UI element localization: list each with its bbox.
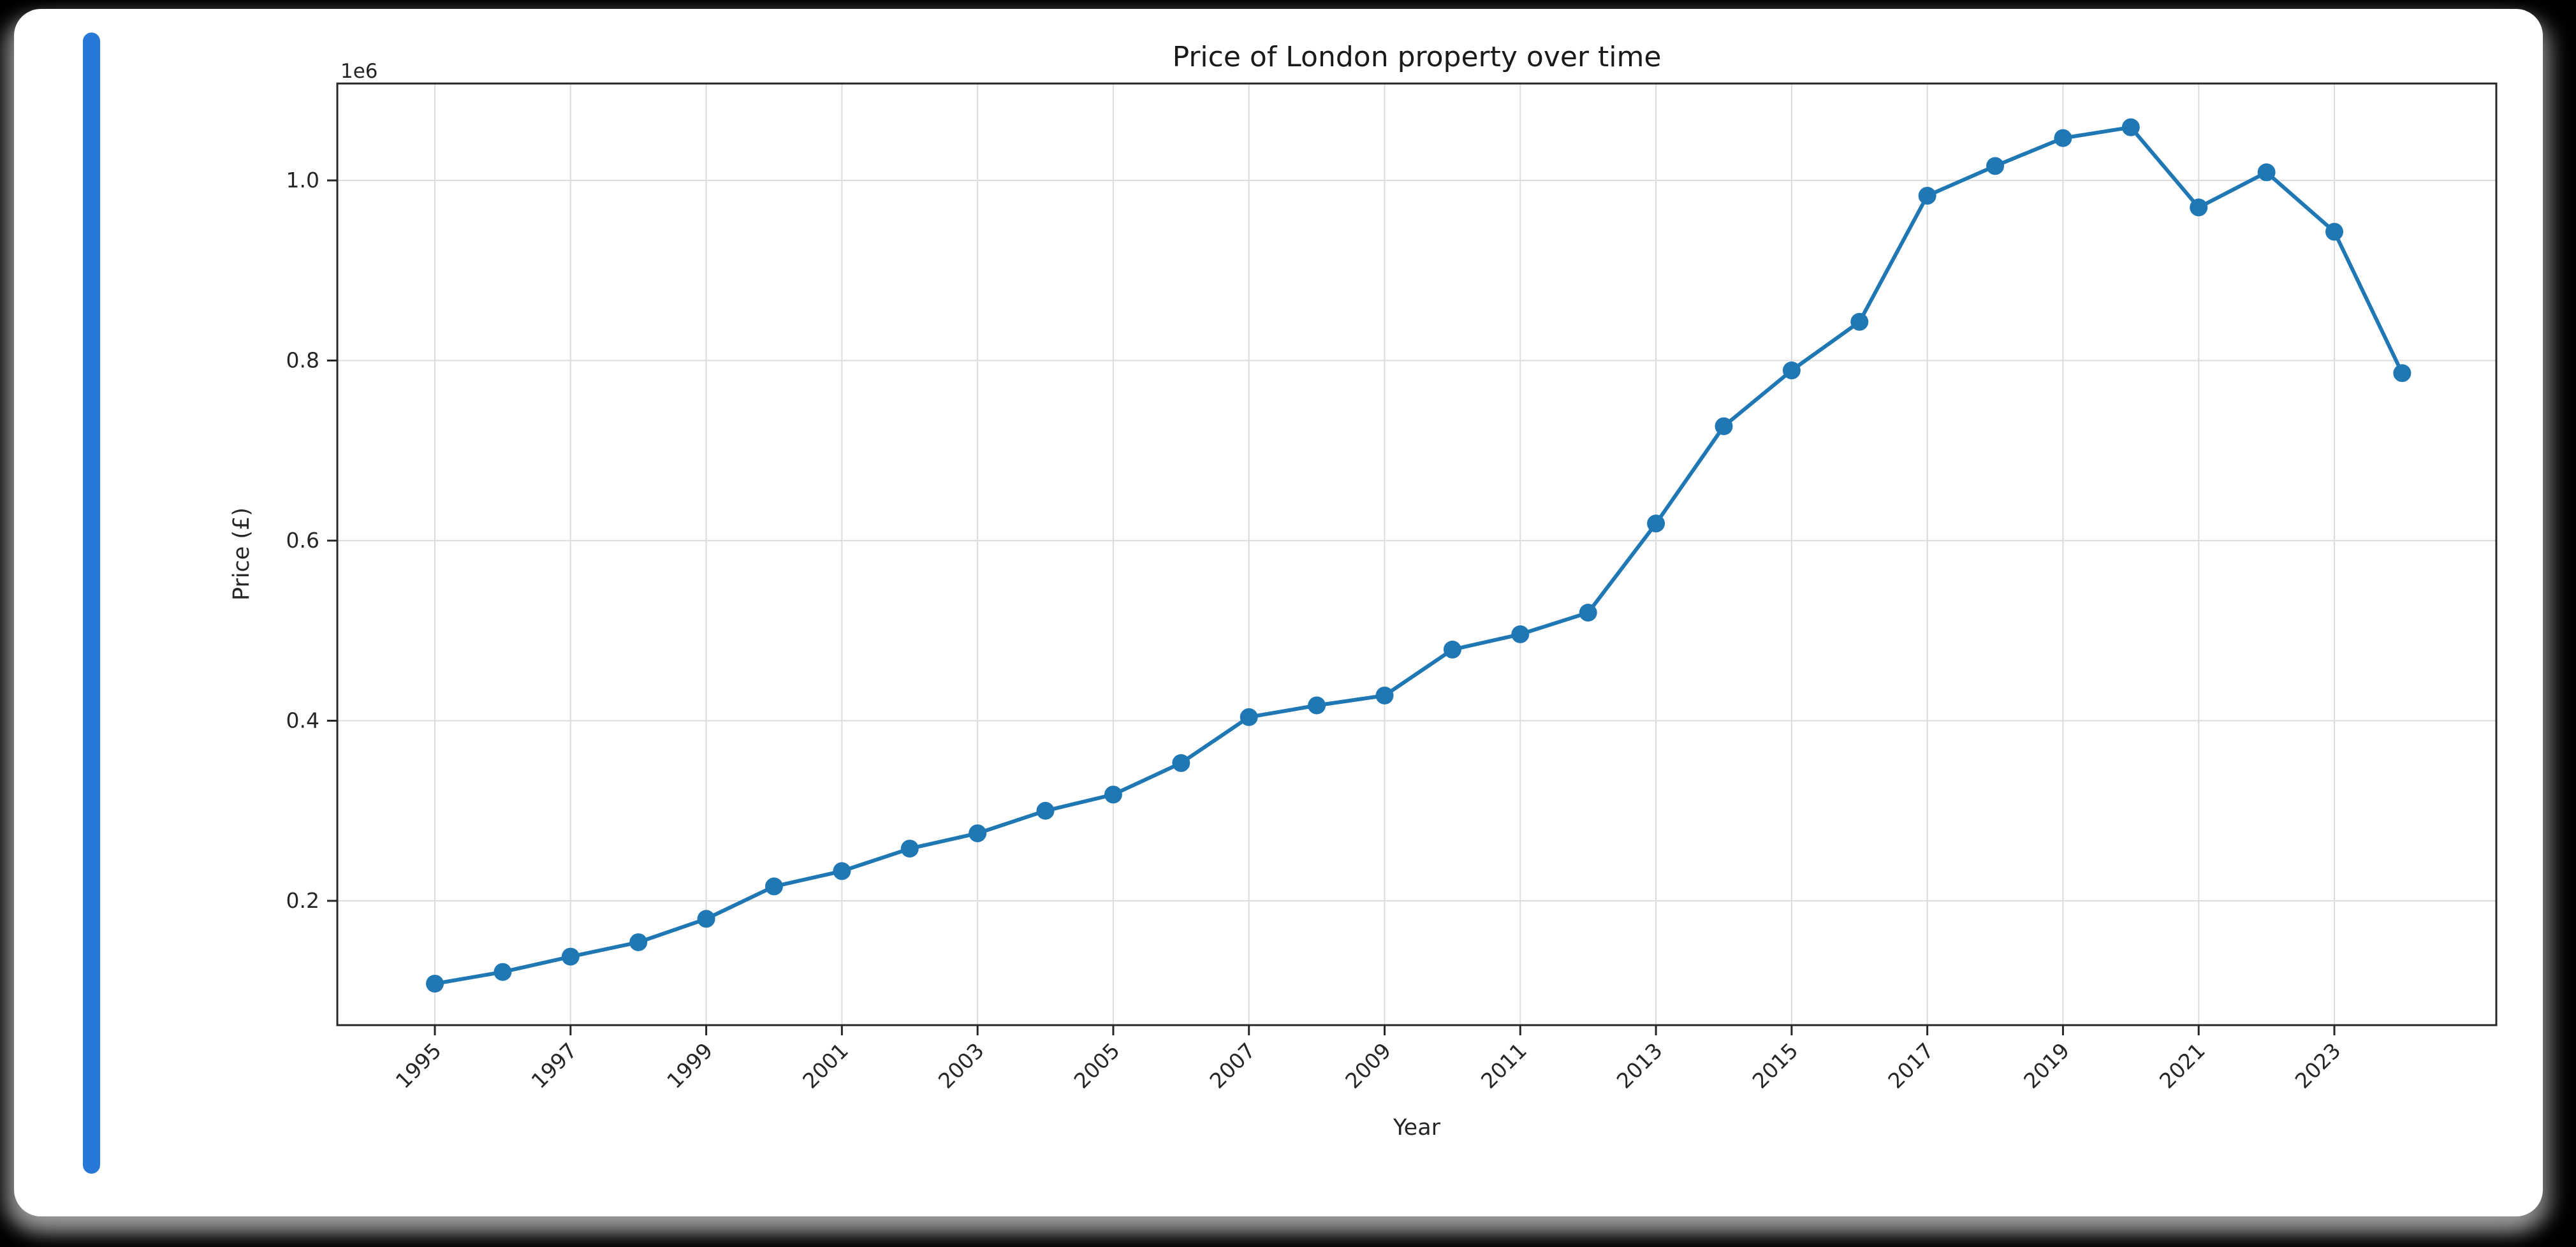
data-point-marker bbox=[969, 824, 987, 843]
data-series bbox=[426, 118, 2411, 993]
data-point-marker bbox=[765, 877, 783, 896]
data-point-marker bbox=[2393, 364, 2411, 383]
x-tick-label: 1997 bbox=[526, 1038, 582, 1093]
x-tick-label: 2009 bbox=[1340, 1038, 1396, 1093]
x-tick-label: 2019 bbox=[2019, 1038, 2074, 1093]
left-scrollbar-thumb[interactable] bbox=[83, 33, 100, 1174]
data-point-marker bbox=[1308, 696, 1326, 715]
x-tick-label: 2017 bbox=[1883, 1038, 1938, 1093]
data-point-marker bbox=[1918, 187, 1936, 205]
x-tick-label: 2001 bbox=[798, 1038, 853, 1093]
data-point-marker bbox=[629, 933, 648, 951]
x-tick-label: 2005 bbox=[1069, 1038, 1125, 1093]
data-point-marker bbox=[1715, 417, 1733, 435]
x-tick-label: 2011 bbox=[1476, 1038, 1532, 1093]
x-tick-label: 1999 bbox=[662, 1038, 717, 1093]
data-point-marker bbox=[1647, 514, 1665, 533]
data-point-marker bbox=[1579, 604, 1597, 622]
axis-ticks: 1995 1997 1999 2001 2003 2005 2007 2009 2011 2013… bbox=[286, 168, 2346, 1093]
data-point-marker bbox=[2054, 129, 2072, 147]
data-point-marker bbox=[697, 910, 715, 928]
data-point-marker bbox=[1850, 312, 1869, 331]
y-tick-label: 0.6 bbox=[286, 528, 319, 553]
data-point-marker bbox=[2190, 198, 2208, 217]
x-tick-label: 2023 bbox=[2290, 1038, 2346, 1093]
y-tick-label: 1.0 bbox=[286, 168, 319, 193]
plot-spines bbox=[336, 82, 2498, 1026]
data-point-marker bbox=[494, 963, 512, 981]
data-point-marker bbox=[2325, 222, 2343, 241]
data-point-marker bbox=[561, 947, 580, 966]
data-point-marker bbox=[833, 862, 851, 880]
x-tick-label: 2013 bbox=[1612, 1038, 1667, 1093]
grid-lines bbox=[337, 84, 2496, 1025]
data-point-marker bbox=[2121, 118, 2140, 136]
data-point-marker bbox=[1240, 708, 1258, 726]
chart-title: Price of London property over time bbox=[1173, 41, 1662, 73]
data-point-marker bbox=[1443, 640, 1461, 659]
x-tick-label: 2015 bbox=[1748, 1038, 1803, 1093]
x-tick-label: 2003 bbox=[933, 1038, 989, 1093]
x-axis-label: Year bbox=[1393, 1115, 1441, 1141]
y-axis-offset-label: 1e6 bbox=[340, 60, 378, 83]
data-point-marker bbox=[426, 974, 444, 993]
data-point-marker bbox=[1986, 157, 2005, 175]
data-point-marker bbox=[900, 840, 919, 858]
y-tick-label: 0.8 bbox=[286, 348, 319, 373]
data-point-marker bbox=[2257, 163, 2276, 182]
data-point-marker bbox=[1104, 785, 1122, 804]
data-point-marker bbox=[1172, 754, 1190, 772]
y-tick-label: 0.2 bbox=[286, 888, 319, 913]
data-point-marker bbox=[1375, 686, 1394, 704]
y-axis-label: Price (£) bbox=[229, 507, 254, 601]
data-point-marker bbox=[1036, 801, 1055, 820]
x-tick-label: 2007 bbox=[1204, 1038, 1260, 1093]
x-tick-label: 2021 bbox=[2155, 1038, 2210, 1093]
data-point-marker bbox=[1511, 625, 1530, 643]
plot-border bbox=[336, 82, 2498, 1026]
y-tick-label: 0.4 bbox=[286, 708, 319, 733]
price-line bbox=[433, 125, 2404, 986]
data-point-marker bbox=[1782, 361, 1801, 380]
x-tick-label: 1995 bbox=[391, 1038, 446, 1093]
